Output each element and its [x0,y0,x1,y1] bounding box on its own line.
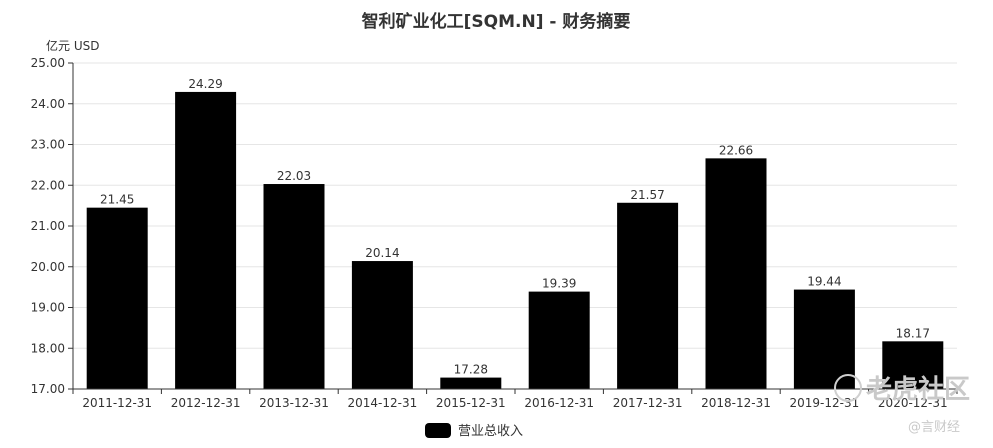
bar[interactable] [705,158,767,389]
x-tick-label: 2016-12-31 [524,396,594,410]
y-tick-label: 18.00 [31,341,65,355]
x-tick-label: 2015-12-31 [436,396,506,410]
data-label: 21.45 [100,193,134,207]
data-label: 17.28 [454,363,488,377]
data-label: 19.39 [542,277,576,291]
x-tick-label: 2014-12-31 [348,396,418,410]
data-label: 22.66 [719,143,753,157]
y-tick-label: 22.00 [31,178,65,192]
legend-label[interactable]: 营业总收入 [458,424,523,439]
y-tick-label: 17.00 [31,382,65,396]
x-tick-label: 2017-12-31 [613,396,683,410]
x-tick-label: 2019-12-31 [790,396,860,410]
data-label: 21.57 [630,188,664,202]
bar[interactable] [351,261,413,389]
data-labels: 21.45 24.29 22.03 20.14 17.28 19.39 21.57 22.66… [100,77,930,377]
bar[interactable] [528,291,590,389]
data-label: 20.14 [365,246,399,260]
data-label: 18.17 [896,326,930,340]
legend-swatch[interactable] [425,423,451,438]
y-tick-label: 20.00 [31,260,65,274]
y-axis-unit: 亿元 USD [46,38,99,53]
watermark: 老虎社区 @言财经 [834,374,970,435]
bar[interactable] [86,207,148,389]
bar[interactable] [882,341,944,389]
data-label: 19.44 [807,275,841,289]
bars [86,91,944,390]
legend[interactable]: 营业总收入 [425,423,523,439]
x-tick-label: 2012-12-31 [171,396,241,410]
bar[interactable] [263,184,325,389]
watermark-main: 老虎社区 [866,374,970,405]
bar[interactable] [793,289,855,389]
y-tick-label: 25.00 [31,56,65,70]
x-tick-label: 2018-12-31 [701,396,771,410]
bar[interactable] [440,377,502,389]
chart-title: 智利矿业化工[SQM.N] - 财务摘要 [362,11,631,32]
y-axis-ticks: 17.00 18.00 19.00 20.00 21.00 22.00 23.00 24.00… [31,56,73,396]
data-label: 22.03 [277,169,311,183]
watermark-sub: @言财经 [908,420,960,435]
x-tick-label: 2013-12-31 [259,396,329,410]
y-tick-label: 21.00 [31,219,65,233]
y-tick-label: 24.00 [31,97,65,111]
x-tick-label: 2011-12-31 [82,396,152,410]
y-tick-label: 23.00 [31,138,65,152]
y-tick-label: 19.00 [31,301,65,315]
bar[interactable] [175,91,237,390]
bar[interactable] [617,202,679,389]
x-tick-label: 2020-12-31 [878,396,948,410]
watermark-logo-icon [834,374,862,402]
data-label: 24.29 [188,77,222,91]
x-axis: 2011-12-31 2012-12-31 2013-12-31 2014-12-31… [72,63,958,410]
